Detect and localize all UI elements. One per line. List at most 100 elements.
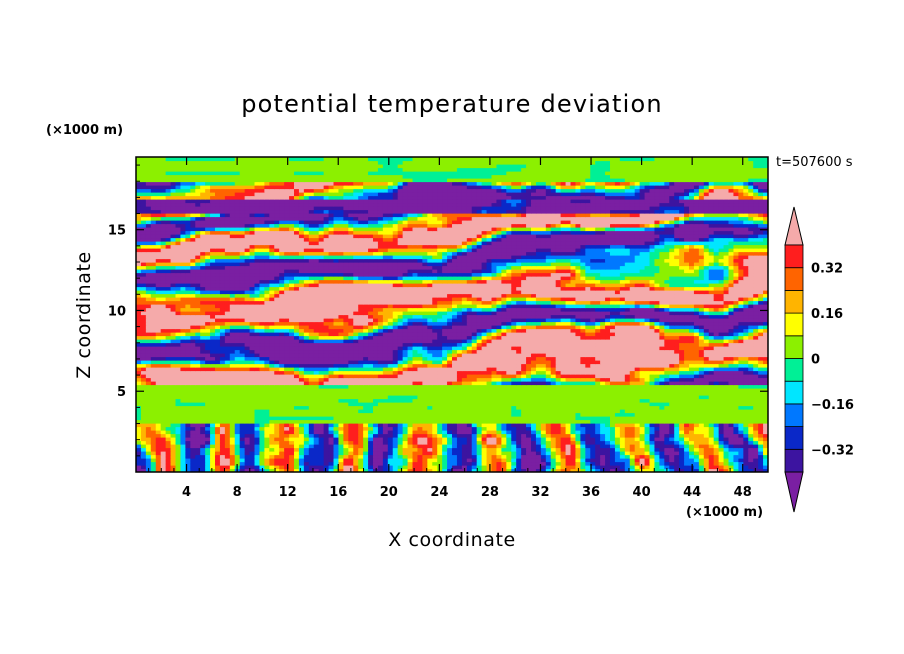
field-cell [466, 409, 473, 414]
field-cell [610, 437, 616, 442]
field-cell [629, 426, 636, 431]
field-cell [175, 402, 182, 407]
field-cell [748, 388, 754, 393]
field-cell [298, 416, 305, 421]
field-cell [526, 335, 532, 340]
field-cell [733, 349, 739, 354]
field-cell [501, 433, 507, 438]
field-cell [698, 433, 705, 438]
field-cell [605, 398, 611, 403]
field-cell [274, 356, 280, 361]
field-cell [229, 447, 236, 452]
field-cell [659, 398, 665, 403]
field-cell [545, 433, 552, 438]
field-cell [140, 412, 147, 417]
field-cell [387, 353, 394, 358]
field-cell [318, 391, 325, 396]
field-cell [570, 409, 577, 414]
field-cell [343, 356, 349, 361]
field-cell [215, 370, 221, 375]
field-cell [165, 416, 172, 421]
field-cell [629, 342, 636, 347]
field-cell [689, 342, 695, 347]
field-cell [570, 374, 577, 379]
field-cell [402, 356, 409, 361]
field-cell [136, 433, 142, 438]
field-cell [136, 430, 142, 435]
field-cell [535, 447, 542, 452]
field-cell [195, 398, 201, 403]
field-cell [723, 395, 730, 400]
field-cell [481, 388, 488, 393]
field-cell [570, 447, 577, 452]
field-cell [318, 335, 325, 340]
field-cell [758, 367, 764, 372]
field-cell [234, 405, 241, 410]
field-cell [619, 367, 626, 372]
field-cell [565, 360, 572, 365]
field-cell [748, 384, 754, 389]
field-cell [382, 437, 389, 442]
field-cell [560, 367, 567, 372]
field-cell [190, 405, 196, 410]
field-cell [590, 423, 596, 428]
field-cell [511, 402, 517, 407]
field-cell [516, 353, 522, 358]
field-cell [550, 367, 557, 372]
field-cell [195, 342, 201, 347]
field-cell [244, 454, 251, 459]
field-cell [392, 335, 399, 340]
field-cell [535, 381, 542, 386]
field-cell [669, 423, 675, 428]
field-cell [377, 391, 384, 396]
field-cell [422, 367, 428, 372]
field-cell [358, 451, 364, 456]
field-cell [353, 377, 359, 382]
field-cell [600, 356, 606, 361]
field-cell [763, 458, 768, 463]
field-cell [684, 451, 690, 456]
field-cell [259, 426, 265, 431]
field-cell [521, 388, 527, 393]
field-cell [595, 433, 601, 438]
field-cell [644, 454, 651, 459]
field-cell [180, 433, 186, 438]
field-cell [427, 374, 433, 379]
field-cell [521, 458, 527, 463]
field-cell [555, 468, 562, 472]
field-cell [526, 339, 532, 344]
field-cell [679, 468, 685, 472]
field-cell [698, 423, 705, 428]
field-cell [481, 426, 488, 431]
field-cell [758, 461, 764, 466]
field-cell [605, 391, 611, 396]
field-cell [185, 388, 191, 393]
field-cell [684, 381, 690, 386]
field-cell [244, 367, 251, 372]
field-cell [170, 360, 177, 365]
field-cell [723, 426, 730, 431]
field-cell [175, 454, 182, 459]
field-cell [496, 426, 502, 431]
field-cell [689, 423, 695, 428]
field-cell [145, 412, 152, 417]
field-cell [195, 391, 201, 396]
field-cell [229, 440, 236, 445]
field-cell [442, 367, 448, 372]
field-cell [205, 374, 211, 379]
field-cell [758, 454, 764, 459]
field-cell [150, 447, 157, 452]
field-cell [289, 409, 295, 414]
field-cell [180, 346, 186, 351]
field-cell [506, 419, 512, 424]
field-cell [466, 360, 473, 365]
field-cell [437, 398, 443, 403]
field-cell [387, 346, 394, 351]
field-cell [758, 451, 764, 456]
field-cell [600, 360, 606, 365]
field-cell [195, 377, 201, 382]
field-cell [496, 384, 502, 389]
field-cell [185, 409, 191, 414]
field-cell [353, 346, 359, 351]
field-cell [279, 419, 285, 424]
